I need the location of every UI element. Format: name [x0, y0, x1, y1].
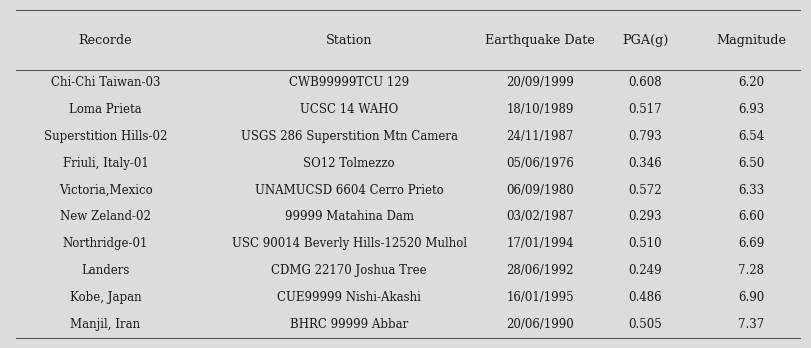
Text: 6.93: 6.93: [737, 103, 763, 116]
Text: Superstition Hills-02: Superstition Hills-02: [44, 130, 167, 143]
Text: 6.54: 6.54: [737, 130, 763, 143]
Text: UNAMUCSD 6604 Cerro Prieto: UNAMUCSD 6604 Cerro Prieto: [255, 184, 443, 197]
Text: 6.50: 6.50: [737, 157, 763, 170]
Text: 24/11/1987: 24/11/1987: [506, 130, 573, 143]
Text: 06/09/1980: 06/09/1980: [505, 184, 573, 197]
Text: 28/06/1992: 28/06/1992: [505, 264, 573, 277]
Text: 6.69: 6.69: [737, 237, 763, 250]
Text: SO12 Tolmezzo: SO12 Tolmezzo: [303, 157, 394, 170]
Text: New Zeland-02: New Zeland-02: [60, 211, 151, 223]
Text: Recorde: Recorde: [79, 33, 132, 47]
Text: Northridge-01: Northridge-01: [62, 237, 148, 250]
Text: Kobe, Japan: Kobe, Japan: [70, 291, 141, 304]
Text: 0.486: 0.486: [628, 291, 662, 304]
Text: Landers: Landers: [81, 264, 130, 277]
Text: Manjil, Iran: Manjil, Iran: [71, 318, 140, 331]
Text: 0.793: 0.793: [628, 130, 662, 143]
Text: 05/06/1976: 05/06/1976: [505, 157, 573, 170]
Text: USC 90014 Beverly Hills-12520 Mulhol: USC 90014 Beverly Hills-12520 Mulhol: [231, 237, 466, 250]
Text: 7.28: 7.28: [737, 264, 763, 277]
Text: 7.37: 7.37: [737, 318, 763, 331]
Text: UCSC 14 WAHO: UCSC 14 WAHO: [300, 103, 397, 116]
Text: CWB99999TCU 129: CWB99999TCU 129: [289, 77, 409, 89]
Text: BHRC 99999 Abbar: BHRC 99999 Abbar: [290, 318, 408, 331]
Text: 03/02/1987: 03/02/1987: [505, 211, 573, 223]
Text: 20/09/1999: 20/09/1999: [505, 77, 573, 89]
Text: CDMG 22170 Joshua Tree: CDMG 22170 Joshua Tree: [271, 264, 427, 277]
Text: CUE99999 Nishi-Akashi: CUE99999 Nishi-Akashi: [277, 291, 421, 304]
Text: 18/10/1989: 18/10/1989: [506, 103, 573, 116]
Text: 0.346: 0.346: [628, 157, 662, 170]
Text: 0.608: 0.608: [628, 77, 662, 89]
Text: Station: Station: [325, 33, 372, 47]
Text: 0.510: 0.510: [628, 237, 662, 250]
Text: 6.90: 6.90: [737, 291, 763, 304]
Text: 17/01/1994: 17/01/1994: [505, 237, 573, 250]
Text: USGS 286 Superstition Mtn Camera: USGS 286 Superstition Mtn Camera: [240, 130, 457, 143]
Text: 0.505: 0.505: [628, 318, 662, 331]
Text: 99999 Matahina Dam: 99999 Matahina Dam: [285, 211, 413, 223]
Text: 6.20: 6.20: [737, 77, 763, 89]
Text: Magnitude: Magnitude: [715, 33, 785, 47]
Text: Earthquake Date: Earthquake Date: [484, 33, 594, 47]
Text: Victoria,Mexico: Victoria,Mexico: [58, 184, 152, 197]
Text: Chi-Chi Taiwan-03: Chi-Chi Taiwan-03: [51, 77, 160, 89]
Text: 16/01/1995: 16/01/1995: [505, 291, 573, 304]
Text: 6.33: 6.33: [737, 184, 763, 197]
Text: 20/06/1990: 20/06/1990: [505, 318, 573, 331]
Text: 0.249: 0.249: [628, 264, 662, 277]
Text: Friuli, Italy-01: Friuli, Italy-01: [62, 157, 148, 170]
Text: 0.517: 0.517: [628, 103, 662, 116]
Text: 0.572: 0.572: [628, 184, 662, 197]
Text: 6.60: 6.60: [737, 211, 763, 223]
Text: Loma Prieta: Loma Prieta: [69, 103, 142, 116]
Text: PGA(g): PGA(g): [621, 33, 668, 47]
Text: 0.293: 0.293: [628, 211, 662, 223]
